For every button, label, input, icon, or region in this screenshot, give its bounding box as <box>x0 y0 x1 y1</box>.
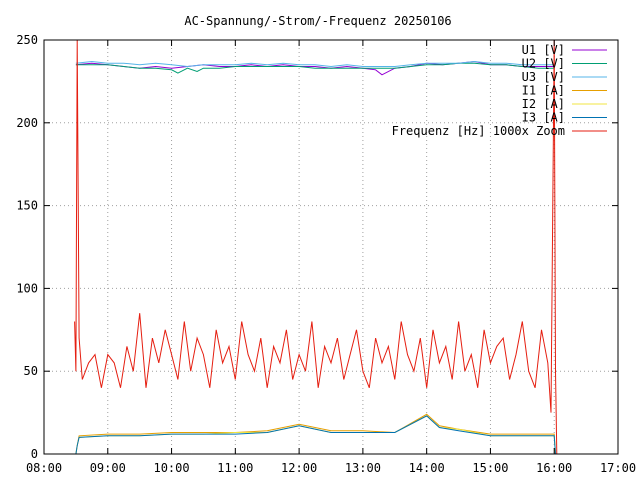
series-line-4 <box>75 413 556 455</box>
series-line-7 <box>74 39 558 455</box>
x-tick-label: 10:00 <box>153 461 189 475</box>
series-line-2 <box>75 62 555 74</box>
legend-label: U3 [V] <box>522 70 565 84</box>
x-tick-label: 16:00 <box>536 461 572 475</box>
legend-label: I3 [A] <box>522 111 565 125</box>
legend-label: I1 [A] <box>522 84 565 98</box>
plot-series <box>74 39 558 455</box>
x-axis: 08:00 09:00 10:00 11:00 12:00 13:00 14:00 15:00… <box>26 40 636 475</box>
x-tick-label: 09:00 <box>90 461 126 475</box>
y-axis: 0 50 100 150 200 250 <box>16 33 618 461</box>
y-tick-label: 250 <box>16 33 38 47</box>
legend-label: U1 [V] <box>522 43 565 57</box>
x-tick-label: 11:00 <box>217 461 253 475</box>
x-tick-label: 17:00 <box>600 461 636 475</box>
legend-label: U2 [V] <box>522 57 565 71</box>
legend: U1 [V]U2 [V]U3 [V]I1 [A]I2 [A]I3 [A]Freq… <box>392 43 607 138</box>
x-tick-label: 15:00 <box>472 461 508 475</box>
y-tick-label: 200 <box>16 116 38 130</box>
x-tick-label: 13:00 <box>345 461 381 475</box>
chart-title: AC-Spannung/-Strom/-Frequenz 20250106 <box>184 14 451 28</box>
y-tick-label: 150 <box>16 199 38 213</box>
x-tick-label: 12:00 <box>281 461 317 475</box>
series-line-6 <box>75 415 556 455</box>
plot-frame <box>43 39 619 455</box>
series-line-3 <box>75 60 555 68</box>
legend-label: Frequenz [Hz] 1000x Zoom <box>392 124 565 138</box>
y-tick-label: 100 <box>16 281 38 295</box>
legend-label: I2 [A] <box>522 97 565 111</box>
y-tick-label: 50 <box>24 364 38 378</box>
x-tick-label: 08:00 <box>26 461 62 475</box>
y-tick-label: 0 <box>31 447 38 461</box>
x-tick-label: 14:00 <box>409 461 445 475</box>
